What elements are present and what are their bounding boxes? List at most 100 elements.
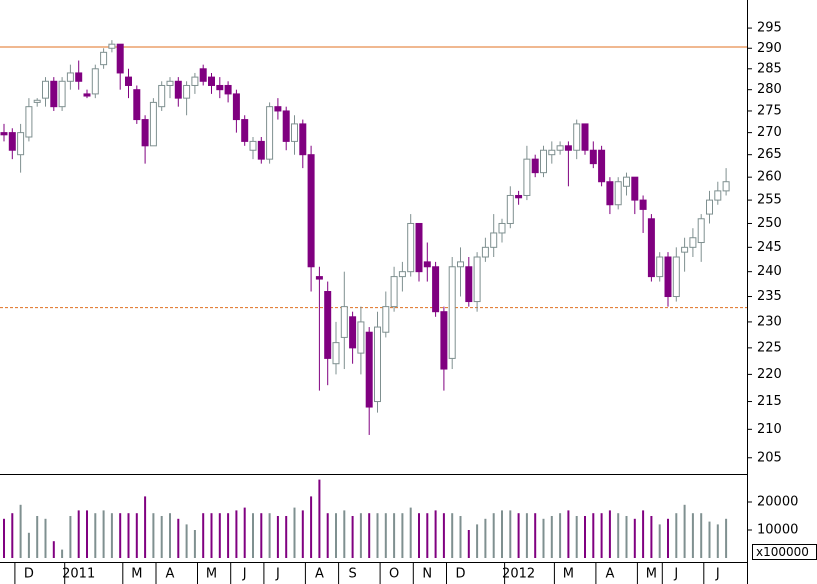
volume-bar	[484, 518, 487, 558]
x-tick-label: A	[605, 567, 614, 582]
x-tick-label: M	[646, 567, 657, 582]
volume-bar	[301, 510, 304, 558]
x-tick-label: A	[315, 567, 324, 582]
candle-body	[432, 266, 440, 313]
candle-body	[681, 246, 689, 253]
volume-bar	[393, 513, 396, 558]
volume-bar	[409, 507, 412, 558]
volume-bar	[550, 515, 553, 558]
candle-body	[183, 84, 191, 99]
candle-body	[589, 149, 597, 165]
candle-body	[382, 306, 390, 333]
volume-bar	[152, 513, 155, 558]
x-tick-label: N	[422, 567, 432, 582]
candle-body	[606, 181, 614, 206]
y-tick-label: 210	[757, 422, 782, 437]
x-tick-label: J	[715, 567, 720, 582]
volume-bar	[268, 513, 271, 558]
candle-body	[623, 176, 630, 187]
candle-body	[224, 84, 232, 95]
volume-bar	[691, 513, 694, 558]
candle-body	[91, 68, 99, 95]
volume-bar	[642, 510, 645, 558]
volume-bar	[185, 524, 188, 558]
candle-body	[398, 271, 406, 278]
candle-body	[241, 119, 249, 142]
volume-bar	[359, 513, 362, 558]
candle-body	[357, 321, 365, 354]
y-tick-label: 260	[757, 170, 782, 185]
volume-bar	[193, 529, 196, 558]
volume-bar	[716, 524, 719, 558]
volume-bar	[542, 518, 545, 558]
volume-bar	[401, 513, 404, 558]
x-tick-label: 2011	[62, 567, 95, 582]
x-tick-label: 2012	[502, 567, 535, 582]
volume-bar	[451, 513, 454, 558]
volume-bar	[260, 513, 263, 558]
volume-bar	[600, 513, 603, 558]
candle-body	[208, 76, 215, 86]
volume-bar	[351, 515, 354, 558]
volume-bar	[467, 529, 470, 558]
volume-bar	[44, 518, 47, 558]
candle-body	[33, 99, 41, 103]
volume-bar	[127, 513, 130, 558]
candle-body	[332, 342, 340, 365]
candle-body	[689, 237, 697, 248]
volume-bar	[442, 513, 445, 558]
candle-body	[66, 72, 74, 82]
volume-bar	[119, 513, 122, 558]
candle-body	[390, 276, 398, 308]
candle-body	[722, 181, 730, 192]
volume-bar	[625, 515, 628, 558]
x-tick-label: M	[131, 567, 142, 582]
volume-bar	[310, 496, 313, 558]
y-tick-label: 230	[757, 314, 782, 329]
candle-body	[481, 246, 489, 258]
volume-bar	[343, 510, 346, 558]
candle-body	[365, 331, 373, 408]
y-tick-label: 265	[757, 147, 782, 162]
volume-bar	[658, 524, 661, 558]
candle-body	[548, 149, 556, 156]
volume-bar	[235, 510, 238, 558]
volume-bar	[318, 479, 321, 558]
volume-bar	[368, 513, 371, 558]
candle-body	[457, 261, 464, 268]
x-tick-label: D	[455, 567, 465, 582]
volume-bar	[326, 513, 329, 558]
candle-body	[249, 140, 257, 151]
volume-bar	[376, 513, 379, 558]
volume-bar	[243, 507, 246, 558]
candle-body	[191, 76, 199, 86]
candle-body	[374, 326, 381, 403]
volume-bar	[517, 513, 520, 558]
y-tick-label: 245	[757, 240, 782, 255]
candle-body	[506, 194, 514, 224]
candle-body	[158, 84, 166, 108]
x-tick-label: J	[275, 567, 280, 582]
volume-bar	[86, 510, 88, 558]
candle-body	[257, 140, 265, 160]
candle-body	[125, 76, 132, 86]
volume-bar	[19, 504, 22, 558]
candle-body	[50, 80, 58, 108]
y-tick-label: 270	[757, 125, 782, 140]
x-tick-label: D	[24, 567, 34, 582]
y-tick-label: 255	[757, 193, 782, 208]
candle-body	[423, 261, 431, 268]
candle-body	[349, 316, 357, 349]
candle-body	[614, 181, 622, 206]
volume-bar	[135, 513, 138, 558]
x-tick-label: M	[563, 567, 574, 582]
y-tick-label: 285	[757, 61, 782, 76]
candle-body	[307, 154, 315, 268]
volume-bar	[608, 510, 611, 558]
volume-bar	[36, 515, 39, 558]
candle-body	[324, 291, 332, 359]
volume-bar	[52, 541, 55, 558]
